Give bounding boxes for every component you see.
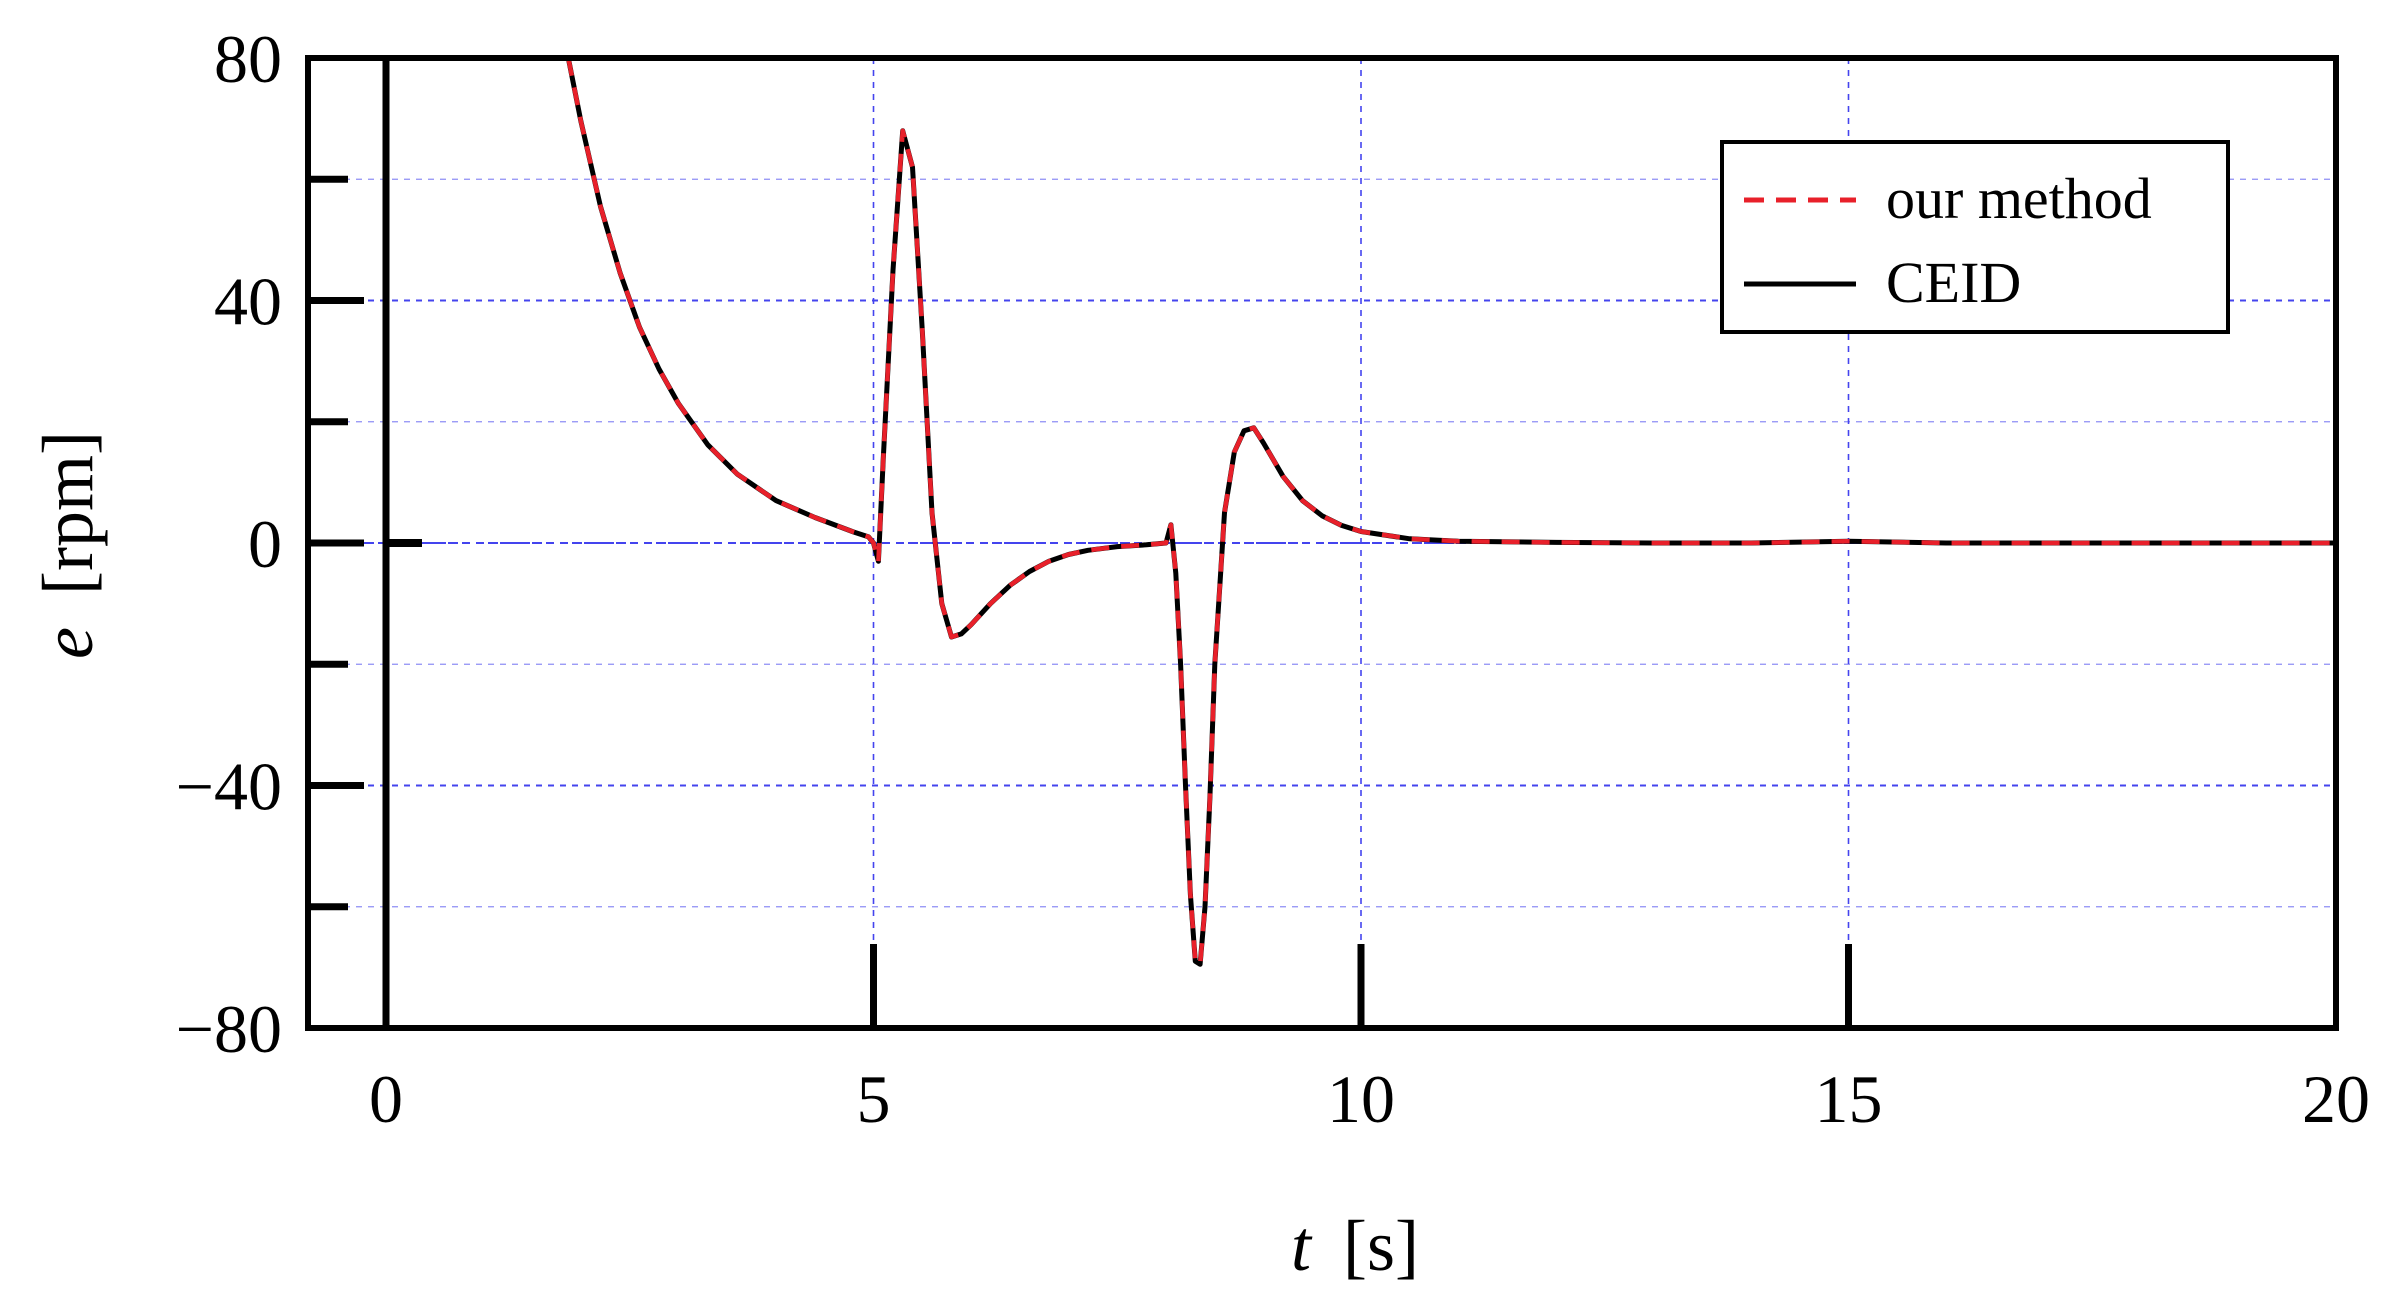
y-tick-label-0: 0 [248, 506, 282, 582]
legend: our method CEID [1720, 140, 2230, 334]
y-tick-labels: −80 −40 0 40 80 [176, 21, 282, 1067]
x-tick-label-15: 15 [1815, 1061, 1883, 1137]
series-line-our-method [566, 57, 2336, 967]
legend-label-ceid: CEID [1886, 250, 2021, 315]
axis-ticks [308, 175, 1852, 1028]
legend-label-our-method: our method [1886, 166, 2152, 231]
y-axis-title: e [rpm] [28, 431, 108, 659]
legend-box [1720, 140, 2230, 334]
y-axis-unit: [rpm] [28, 431, 108, 595]
x-tick-label-10: 10 [1327, 1061, 1395, 1137]
y-tick-label--40: −40 [176, 749, 282, 825]
y-axis-variable: e [28, 627, 108, 659]
x-tick-labels: 0 5 10 15 20 [369, 1061, 2370, 1137]
series-layer [565, 57, 2336, 967]
y-tick-label-40: 40 [214, 264, 282, 340]
y-tick-label-80: 80 [214, 21, 282, 97]
x-tick-label-20: 20 [2302, 1061, 2370, 1137]
x-axis-variable: t [1291, 1206, 1313, 1286]
x-axis-unit: [s] [1343, 1206, 1419, 1286]
x-axis-title: t [s] [1291, 1206, 1419, 1286]
x-tick-label-5: 5 [857, 1061, 891, 1137]
y-tick-label--80: −80 [176, 991, 282, 1067]
x-tick-label-0: 0 [369, 1061, 403, 1137]
